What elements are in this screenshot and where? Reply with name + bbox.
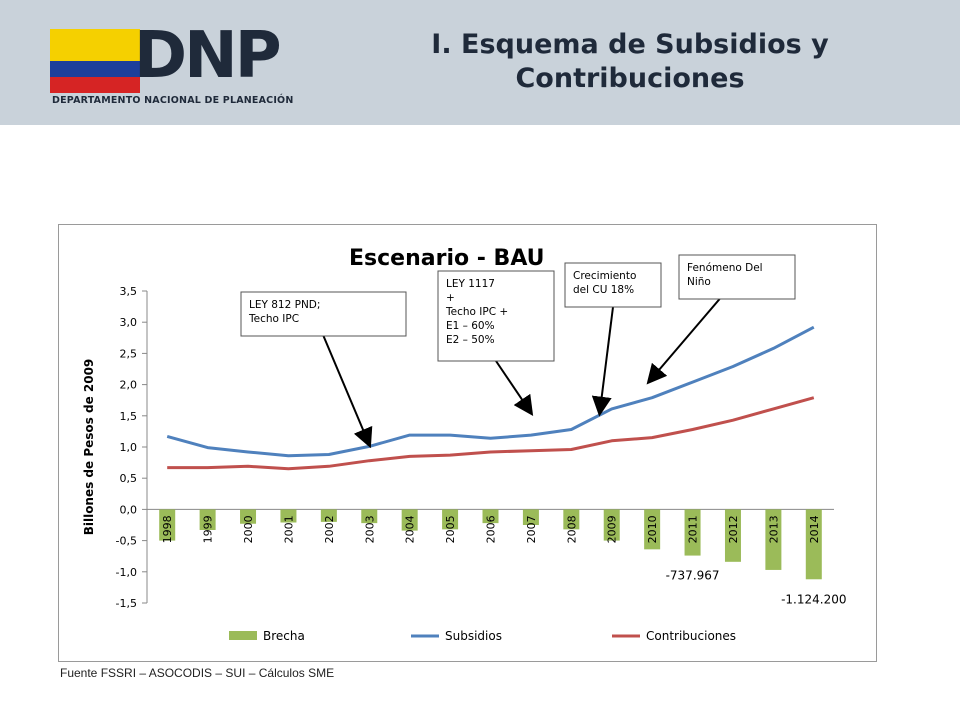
x-tick-label: 2012	[727, 515, 740, 543]
logo-subtitle: DEPARTAMENTO NACIONAL DE PLANEACIÓN	[52, 95, 294, 106]
bar-brecha	[644, 509, 661, 550]
y-tick-label: 3,5	[120, 285, 138, 298]
annotation-text: Techo IPC +	[445, 306, 508, 318]
y-tick-label: 1,5	[120, 410, 138, 423]
chart-title: Escenario - BAU	[349, 246, 545, 271]
slide-title: I. Esquema de Subsidios y Contribuciones	[431, 29, 829, 94]
logo-wordmark: DNP	[134, 19, 282, 93]
annotation-arrow	[322, 335, 373, 449]
y-tick-label: -1,0	[116, 566, 137, 579]
bar-brecha	[724, 509, 741, 562]
x-tick-label: 2007	[525, 515, 538, 543]
y-tick-label: 0,0	[120, 503, 138, 516]
source-note: Fuente FSSRI – ASOCODIS – SUI – Cálculos…	[60, 666, 335, 680]
bar-brecha	[361, 509, 378, 524]
bar-brecha	[442, 509, 459, 530]
y-tick-label: 3,0	[120, 316, 138, 329]
annotation-text: Niño	[687, 276, 711, 288]
x-tick-label: 2011	[687, 515, 700, 543]
bar-brecha	[603, 509, 620, 541]
x-tick-label: 2000	[242, 515, 255, 543]
annotation-box	[564, 262, 662, 308]
line-subsidios	[166, 325, 815, 458]
slide-header: DNP DEPARTAMENTO NACIONAL DE PLANEACIÓN …	[0, 0, 960, 125]
y-tick-label: -1,5	[116, 597, 137, 610]
bar-brecha	[482, 509, 499, 524]
bar-brecha	[199, 509, 216, 530]
x-tick-label: 1998	[161, 515, 174, 543]
y-axis-label: Billones de Pesos de 2009	[82, 359, 96, 536]
x-tick-label: 2008	[565, 515, 578, 543]
line-contribuciones	[167, 396, 815, 471]
legend-swatch-brecha	[229, 631, 257, 640]
x-tick-label: 2005	[444, 515, 457, 543]
x-tick-label: 2002	[323, 515, 336, 543]
legend-label: Subsidios	[445, 629, 502, 643]
annotation-text: del CU 18%	[573, 284, 634, 296]
legend-label: Brecha	[263, 629, 305, 643]
bar-brecha	[805, 509, 822, 580]
bar-brecha	[522, 509, 539, 525]
bar-brecha	[401, 509, 418, 531]
annotation-text: E2 – 50%	[446, 334, 495, 346]
y-tick-label: -0,5	[116, 535, 137, 548]
x-tick-label: 2009	[606, 515, 619, 543]
legend-label: Contribuciones	[646, 629, 736, 643]
x-tick-label: 1999	[202, 515, 215, 543]
y-tick-label: 0,5	[120, 472, 138, 485]
y-tick-label: 2,0	[120, 379, 138, 392]
x-tick-label: 2004	[404, 515, 417, 543]
annotation-text: Fenómeno Del	[687, 262, 763, 274]
annotation-text: Techo IPC	[248, 313, 299, 325]
colombia-flag-logo	[50, 29, 140, 93]
x-tick-label: 2001	[282, 515, 295, 543]
annotation-box	[437, 270, 555, 362]
y-tick-label: 2,5	[120, 347, 138, 360]
annotation-text: Crecimiento	[573, 270, 636, 282]
x-tick-label: 2014	[808, 515, 821, 543]
bar-data-label: -1.124.200	[781, 592, 846, 606]
annotation-text: +	[446, 292, 455, 304]
annotation-text: LEY 1117	[446, 278, 495, 290]
bar-brecha	[159, 509, 176, 541]
bar-brecha	[684, 509, 701, 556]
bar-brecha	[240, 509, 257, 524]
bar-brecha	[280, 509, 297, 523]
bar-brecha	[320, 509, 337, 522]
y-tick-label: 1,0	[120, 441, 138, 454]
x-tick-label: 2013	[767, 515, 780, 543]
annotation-arrow	[646, 298, 721, 385]
annotation-arrow	[591, 306, 614, 417]
x-tick-label: 2006	[485, 515, 498, 543]
annotation-text: E1 – 60%	[446, 320, 495, 332]
annotation-box	[240, 291, 407, 337]
annotation-text: LEY 812 PND;	[249, 299, 320, 311]
x-tick-label: 2003	[363, 515, 376, 543]
annotation-box	[678, 254, 796, 300]
chart-container: Escenario - BAU Billones de Pesos de 2009…	[58, 224, 877, 662]
bar-data-label: -737.967	[666, 569, 720, 583]
x-tick-label: 2010	[646, 515, 659, 543]
annotation-arrow	[495, 360, 534, 416]
bar-brecha	[765, 509, 782, 570]
bar-brecha	[563, 509, 580, 530]
bau-chart: Escenario - BAU Billones de Pesos de 2009…	[82, 246, 846, 643]
